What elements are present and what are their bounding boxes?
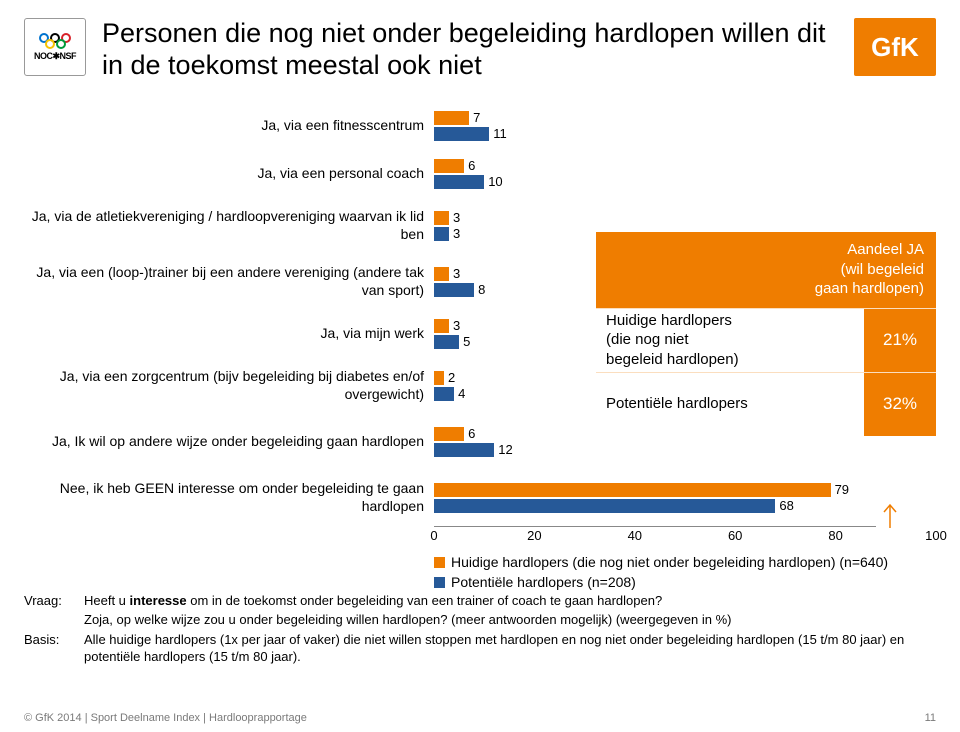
bar-huidige: [434, 483, 831, 497]
gfk-logo: GfK: [854, 18, 936, 76]
bar-value: 2: [448, 370, 455, 385]
bar-potentiele: [434, 443, 494, 457]
side-table: Aandeel JA(wil begeleidgaan hardlopen) H…: [596, 232, 936, 436]
side-row-pct: 32%: [864, 373, 936, 436]
axis-tick: 60: [728, 528, 742, 543]
bar-value: 6: [468, 158, 475, 173]
bar-value: 3: [453, 266, 460, 281]
bar-huidige: [434, 319, 449, 333]
bar-value: 68: [779, 498, 793, 513]
vraag-label: Vraag:: [24, 592, 84, 610]
bar-potentiele: [434, 335, 459, 349]
legend-swatch: [434, 577, 445, 588]
chart-row: Nee, ik heb GEEN interesse om onder bege…: [24, 470, 936, 526]
bar-value: 6: [468, 426, 475, 441]
bar-value: 3: [453, 226, 460, 241]
bar-potentiele: [434, 387, 454, 401]
category-label: Ja, via een (loop-)trainer bij een ander…: [24, 264, 434, 299]
side-row-label: Potentiële hardlopers: [596, 394, 864, 414]
bar-value: 5: [463, 334, 470, 349]
side-row-pct: 21%: [864, 309, 936, 372]
bar-huidige: [434, 267, 449, 281]
chart-row: Ja, via een fitnesscentrum 7 11: [24, 102, 936, 150]
question-block: Vraag: Heeft u interesse om in de toekom…: [24, 592, 936, 666]
axis-tick: 40: [628, 528, 642, 543]
x-axis: 020406080100: [434, 526, 936, 548]
axis-tick: 20: [527, 528, 541, 543]
bar-potentiele: [434, 499, 775, 513]
bar-huidige: [434, 211, 449, 225]
bar-potentiele: [434, 227, 449, 241]
category-label: Ja, Ik wil op andere wijze onder begelei…: [24, 433, 434, 451]
category-label: Ja, via een zorgcentrum (bijv begeleidin…: [24, 368, 434, 403]
side-row-label: Huidige hardlopers(die nog nietbegeleid …: [596, 311, 864, 370]
basis-label: Basis:: [24, 631, 84, 666]
category-label: Ja, via de atletiekvereniging / hardloop…: [24, 208, 434, 243]
bar-value: 11: [493, 126, 507, 141]
noc-nsf-logo: NOC✱NSF: [24, 18, 86, 76]
bar-value: 12: [498, 442, 512, 457]
vraag-text-1: Heeft u interesse om in de toekomst onde…: [84, 592, 662, 610]
axis-tick: 100: [925, 528, 947, 543]
bar-potentiele: [434, 175, 484, 189]
side-table-row: Potentiële hardlopers32%: [596, 372, 936, 436]
bar-value: 8: [478, 282, 485, 297]
chart-row: Ja, via een personal coach 6 10: [24, 150, 936, 198]
axis-tick: 0: [430, 528, 437, 543]
axis-tick: 80: [828, 528, 842, 543]
legend-swatch: [434, 557, 445, 568]
category-label: Nee, ik heb GEEN interesse om onder bege…: [24, 480, 434, 515]
category-label: Ja, via een fitnesscentrum: [24, 117, 434, 135]
legend-item: Huidige hardlopers (die nog niet onder b…: [434, 554, 936, 570]
legend-label: Potentiële hardlopers (n=208): [451, 574, 636, 590]
page: NOC✱NSF Personen die nog niet onder bege…: [0, 0, 960, 732]
bar-potentiele: [434, 283, 474, 297]
category-label: Ja, via een personal coach: [24, 165, 434, 183]
bar-value: 3: [453, 210, 460, 225]
bar-huidige: [434, 111, 469, 125]
legend-label: Huidige hardlopers (die nog niet onder b…: [451, 554, 888, 570]
footer: © GfK 2014 | Sport Deelname Index | Hard…: [24, 712, 936, 724]
bar-value: 4: [458, 386, 465, 401]
legend-item: Potentiële hardlopers (n=208): [434, 574, 936, 590]
vraag-text-2: Zoja, op welke wijze zou u onder begelei…: [84, 611, 731, 629]
bar-value: 7: [473, 110, 480, 125]
footer-left: © GfK 2014 | Sport Deelname Index | Hard…: [24, 712, 307, 724]
side-table-header: Aandeel JA(wil begeleidgaan hardlopen): [596, 232, 936, 308]
bar-potentiele: [434, 127, 489, 141]
bar-value: 79: [835, 482, 849, 497]
category-label: Ja, via mijn werk: [24, 325, 434, 343]
header: NOC✱NSF Personen die nog niet onder bege…: [24, 18, 936, 82]
footer-page-number: 11: [925, 712, 936, 724]
side-table-row: Huidige hardlopers(die nog nietbegeleid …: [596, 308, 936, 372]
bar-value: 3: [453, 318, 460, 333]
legend: Huidige hardlopers (die nog niet onder b…: [434, 554, 936, 590]
page-title: Personen die nog niet onder begeleiding …: [102, 18, 838, 82]
olympic-rings-icon: [35, 33, 75, 49]
bar-huidige: [434, 159, 464, 173]
chart: Ja, via een fitnesscentrum711Ja, via een…: [24, 102, 936, 582]
bar-huidige: [434, 427, 464, 441]
bar-huidige: [434, 371, 444, 385]
title-block: Personen die nog niet onder begeleiding …: [102, 18, 838, 82]
basis-text: Alle huidige hardlopers (1x per jaar of …: [84, 631, 936, 666]
bar-value: 10: [488, 174, 502, 189]
noc-nsf-text: NOC✱NSF: [34, 51, 76, 62]
